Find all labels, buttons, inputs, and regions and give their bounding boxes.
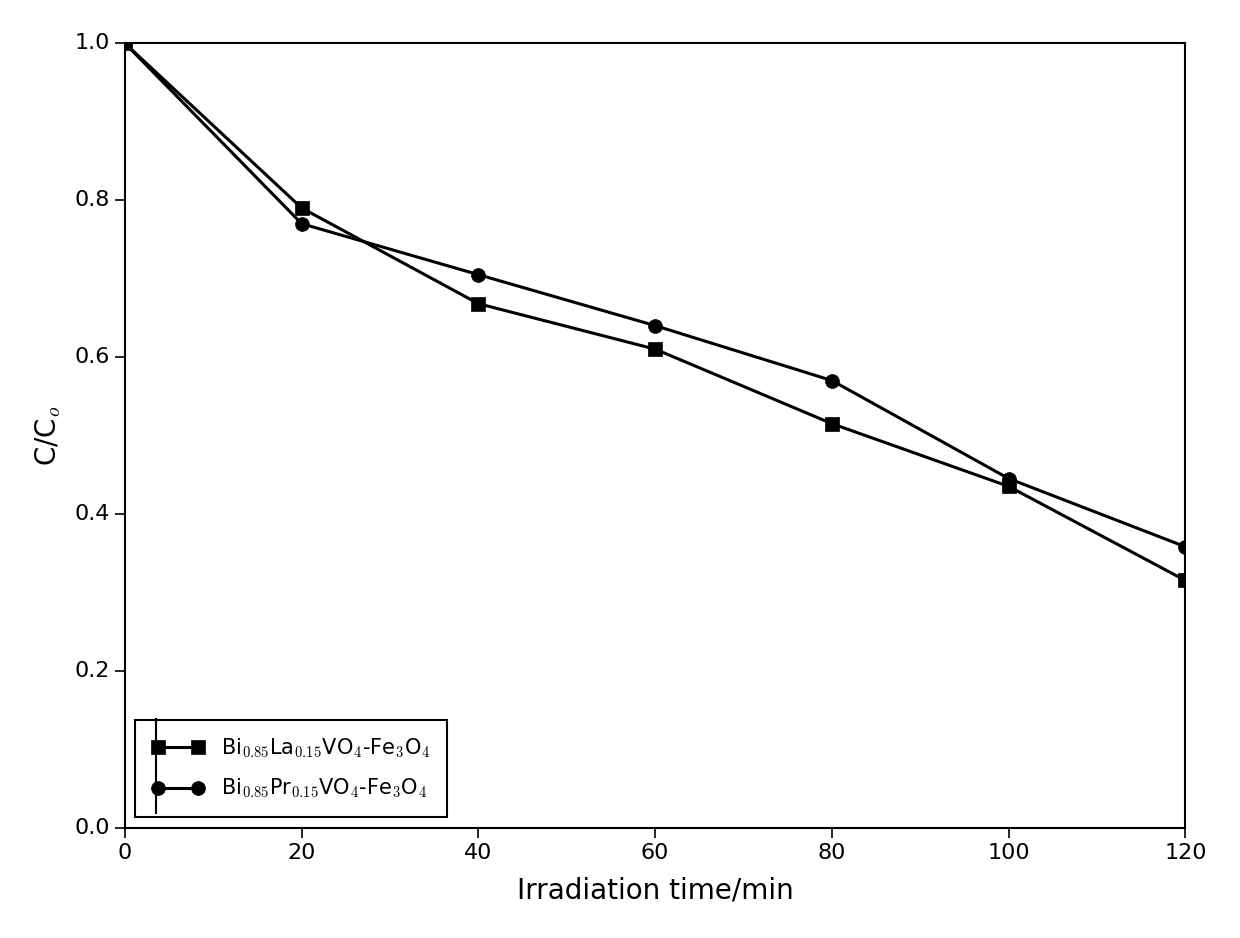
X-axis label: Irradiation time/min: Irradiation time/min <box>517 877 794 904</box>
Bi$_{0.85}$La$_{0.15}$VO$_4$-Fe$_3$O$_4$ <box>294 203 309 214</box>
Bi$_{0.85}$Pr$_{0.15}$VO$_4$-Fe$_3$O$_4$ <box>1001 473 1016 484</box>
Bi$_{0.85}$La$_{0.15}$VO$_4$-Fe$_3$O$_4$ <box>118 38 133 49</box>
Y-axis label: C/C$_o$: C/C$_o$ <box>33 405 63 465</box>
Bi$_{0.85}$Pr$_{0.15}$VO$_4$-Fe$_3$O$_4$ <box>1178 541 1193 552</box>
Bi$_{0.85}$La$_{0.15}$VO$_4$-Fe$_3$O$_4$ <box>825 418 839 430</box>
Line: Bi$_{0.85}$La$_{0.15}$VO$_4$-Fe$_3$O$_4$: Bi$_{0.85}$La$_{0.15}$VO$_4$-Fe$_3$O$_4$ <box>118 37 1193 587</box>
Bi$_{0.85}$Pr$_{0.15}$VO$_4$-Fe$_3$O$_4$ <box>471 269 486 280</box>
Bi$_{0.85}$Pr$_{0.15}$VO$_4$-Fe$_3$O$_4$ <box>118 38 133 49</box>
Legend: Bi$_{0.85}$La$_{0.15}$VO$_4$-Fe$_3$O$_4$, Bi$_{0.85}$Pr$_{0.15}$VO$_4$-Fe$_3$O$_: Bi$_{0.85}$La$_{0.15}$VO$_4$-Fe$_3$O$_4$… <box>135 720 446 817</box>
Bi$_{0.85}$La$_{0.15}$VO$_4$-Fe$_3$O$_4$ <box>471 298 486 310</box>
Line: Bi$_{0.85}$Pr$_{0.15}$VO$_4$-Fe$_3$O$_4$: Bi$_{0.85}$Pr$_{0.15}$VO$_4$-Fe$_3$O$_4$ <box>118 37 1193 553</box>
Bi$_{0.85}$Pr$_{0.15}$VO$_4$-Fe$_3$O$_4$ <box>825 375 839 386</box>
Bi$_{0.85}$Pr$_{0.15}$VO$_4$-Fe$_3$O$_4$ <box>294 218 309 229</box>
Bi$_{0.85}$Pr$_{0.15}$VO$_4$-Fe$_3$O$_4$ <box>647 320 662 331</box>
Bi$_{0.85}$La$_{0.15}$VO$_4$-Fe$_3$O$_4$ <box>1178 575 1193 586</box>
Bi$_{0.85}$La$_{0.15}$VO$_4$-Fe$_3$O$_4$ <box>1001 481 1016 492</box>
Bi$_{0.85}$La$_{0.15}$VO$_4$-Fe$_3$O$_4$ <box>647 343 662 355</box>
